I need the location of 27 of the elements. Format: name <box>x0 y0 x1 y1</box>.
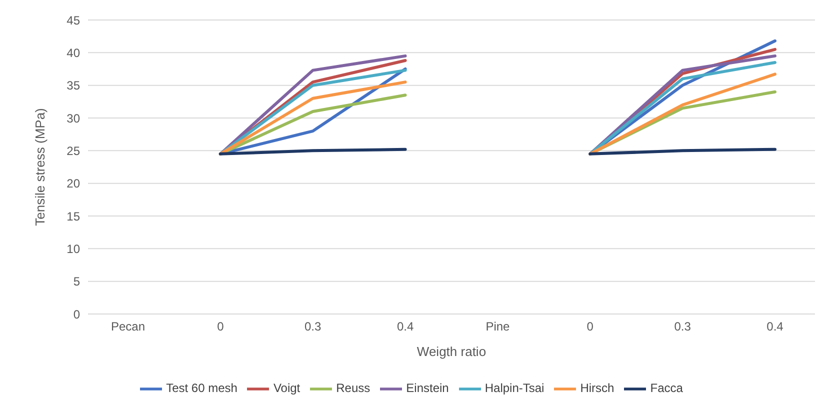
y-tick-label: 10 <box>66 242 80 256</box>
legend-label: Hirsch <box>580 381 614 396</box>
legend-label: Reuss <box>336 381 370 396</box>
legend-label: Einstein <box>406 381 449 396</box>
y-tick-label: 45 <box>66 13 80 28</box>
x-tick-label: Pecan <box>110 320 146 334</box>
y-tick-label: 0 <box>73 307 80 322</box>
y-tick-label: 40 <box>66 46 80 60</box>
x-tick-label: 0.3 <box>674 320 692 334</box>
legend-label: Facca <box>650 381 683 396</box>
y-tick-label: 35 <box>66 78 80 93</box>
x-axis-title: Weigth ratio <box>416 344 486 359</box>
x-tick-label: 0.3 <box>304 320 322 334</box>
legend-label: Test 60 mesh <box>166 381 238 396</box>
legend-label: Voigt <box>273 381 300 396</box>
x-tick-label: 0 <box>586 320 594 334</box>
y-tick-label: 30 <box>66 111 80 126</box>
x-tick-label: 0.4 <box>396 320 414 334</box>
y-tick-label: 15 <box>66 209 80 224</box>
x-tick-label: Pine <box>486 320 510 334</box>
legend-label: Halpin-Tsai <box>484 381 544 396</box>
x-tick-label: 0.4 <box>766 320 784 334</box>
y-tick-label: 25 <box>66 144 80 158</box>
y-tick-label: 5 <box>73 274 80 289</box>
y-axis-title: Tensile stress (MPa) <box>32 108 48 226</box>
y-tick-label: 20 <box>66 176 80 191</box>
x-tick-label: 0 <box>217 320 224 334</box>
